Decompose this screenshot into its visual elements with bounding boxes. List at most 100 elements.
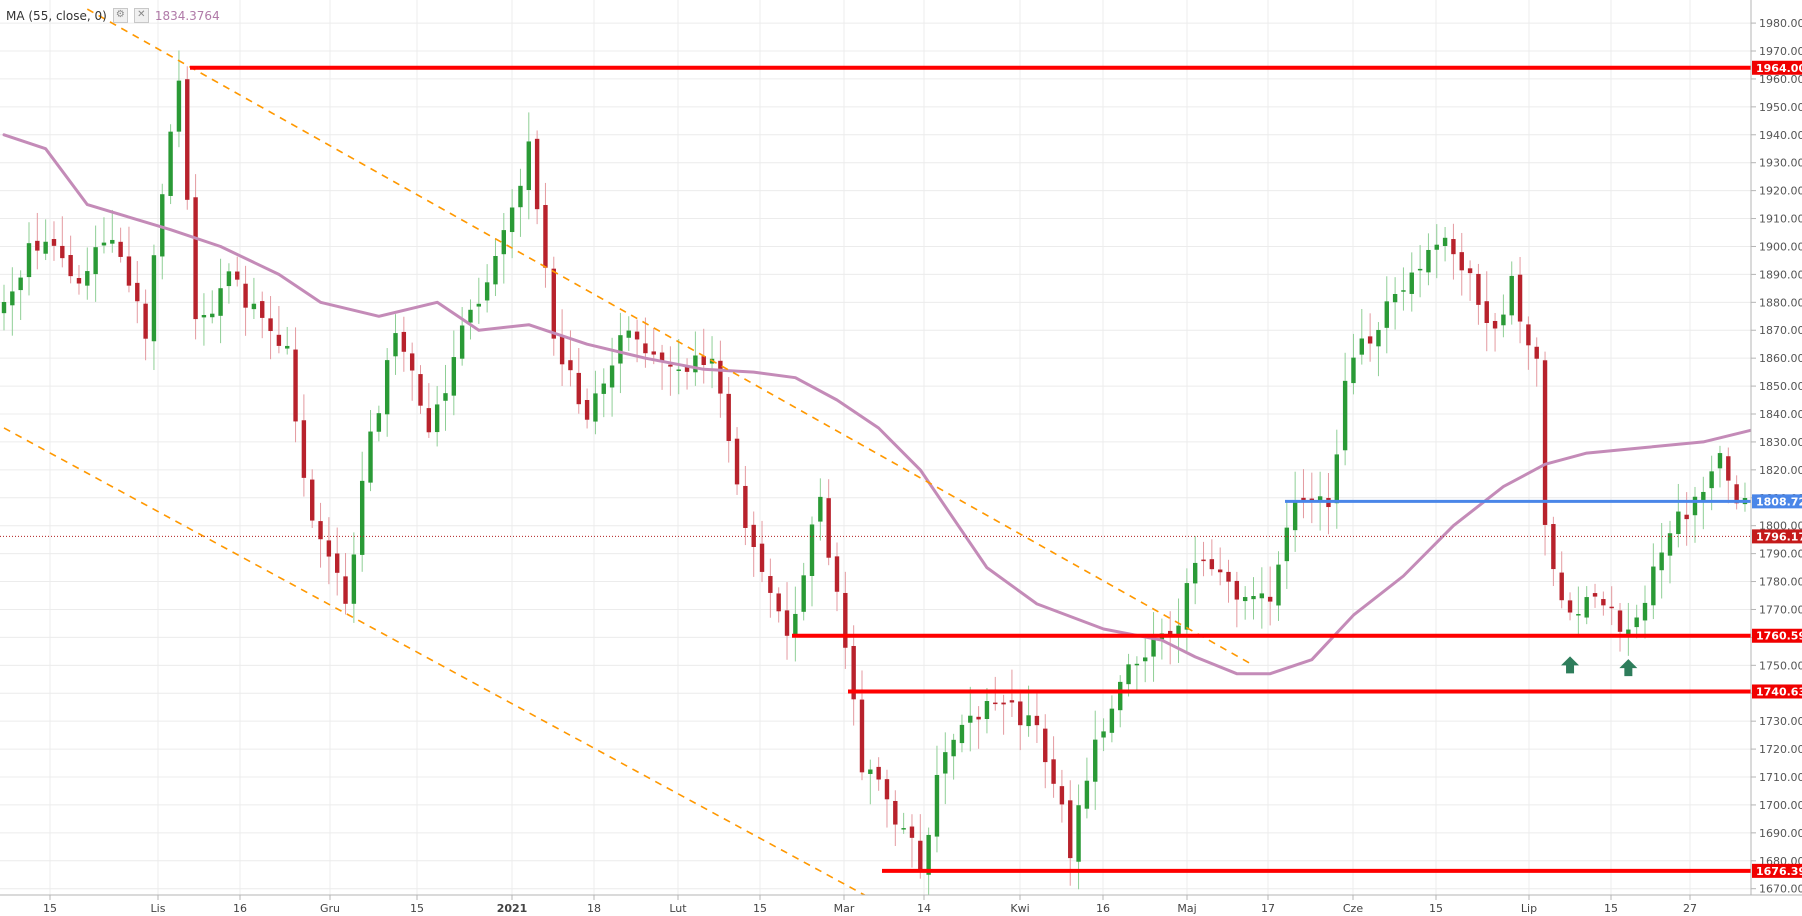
candle-up xyxy=(434,404,440,433)
time-tick-label: Kwi xyxy=(1010,902,1029,915)
candle-down xyxy=(1567,600,1573,613)
indicator-label: MA (55, close, 0) xyxy=(6,8,107,23)
up-arrow-marker xyxy=(1561,656,1580,674)
candle-up xyxy=(526,141,531,190)
level-label-bg xyxy=(1752,494,1802,509)
candle-up xyxy=(1401,290,1406,292)
candle-up xyxy=(868,769,873,774)
candle-up xyxy=(210,313,215,318)
price-tick-label: 1880.00 xyxy=(1759,296,1802,309)
time-tick-label: 16 xyxy=(1096,902,1110,915)
candle-up xyxy=(26,243,32,278)
candle-down xyxy=(1309,498,1315,501)
candle-up xyxy=(1109,708,1115,733)
candle-down xyxy=(310,479,315,521)
candle-down xyxy=(1217,569,1223,573)
candle-up xyxy=(1434,244,1439,250)
price-tick-label: 1860.00 xyxy=(1759,352,1802,365)
candle-down xyxy=(684,366,690,372)
candle-up xyxy=(384,360,390,415)
candle-up xyxy=(476,303,482,307)
candle-up xyxy=(1584,597,1589,618)
level-label-bg xyxy=(1752,863,1802,878)
candle-down xyxy=(909,826,915,838)
candle-up xyxy=(1692,496,1698,516)
candle-up xyxy=(809,524,815,576)
close-icon[interactable]: ✕ xyxy=(133,8,149,23)
price-tick-label: 1710.00 xyxy=(1759,771,1802,784)
candle-up xyxy=(1126,664,1131,685)
candle-up xyxy=(1717,453,1723,469)
candle-down xyxy=(1476,273,1481,305)
candle-down xyxy=(1043,728,1048,763)
candle-up xyxy=(1101,731,1106,738)
candle-up xyxy=(1376,329,1381,347)
candle-down xyxy=(1734,484,1739,504)
price-tick-label: 1780.00 xyxy=(1759,576,1802,589)
candle-up xyxy=(1076,805,1081,862)
candle-down xyxy=(1484,301,1489,323)
candle-down xyxy=(51,239,57,246)
candle-down xyxy=(318,521,323,540)
candle-down xyxy=(326,540,332,557)
candle-down xyxy=(826,498,831,558)
candle-up xyxy=(1317,496,1323,501)
gear-icon[interactable]: ⚙ xyxy=(112,8,128,23)
candle-down xyxy=(1209,559,1215,570)
candle-down xyxy=(543,205,548,268)
level-label-bg xyxy=(1752,684,1802,699)
candle-down xyxy=(1534,346,1539,359)
candle-up xyxy=(601,383,606,394)
candle-up xyxy=(901,828,906,830)
price-tick-label: 1690.00 xyxy=(1759,827,1802,840)
candle-down xyxy=(1609,606,1614,609)
candle-down xyxy=(993,702,998,705)
candle-up xyxy=(593,393,598,422)
candle-up xyxy=(793,613,798,638)
time-tick-label: 18 xyxy=(587,902,601,915)
candle-up xyxy=(251,303,257,310)
candle-down xyxy=(634,331,640,340)
candle-down xyxy=(1018,701,1023,726)
candle-down xyxy=(135,282,140,302)
price-tick-label: 1770.00 xyxy=(1759,603,1802,616)
candle-up xyxy=(1642,602,1648,621)
candle-down xyxy=(768,576,773,593)
candle-down xyxy=(784,610,790,636)
candle-down xyxy=(701,356,706,366)
candle-up xyxy=(1426,249,1431,273)
candle-up xyxy=(1026,715,1031,727)
candle-down xyxy=(834,556,840,592)
candle-down xyxy=(1684,514,1689,520)
level-label: 1964.00 xyxy=(1756,62,1802,75)
candle-up xyxy=(168,131,173,196)
candle-down xyxy=(843,592,848,648)
candle-down xyxy=(1542,360,1548,525)
time-tick-label: Cze xyxy=(1343,902,1363,915)
candle-up xyxy=(1192,562,1198,584)
candle-down xyxy=(976,716,981,720)
candle-up xyxy=(451,357,457,396)
candle-up xyxy=(1509,275,1514,316)
level-label: 1740.63 xyxy=(1756,685,1802,698)
price-tick-label: 1920.00 xyxy=(1759,185,1802,198)
price-tick-label: 1890.00 xyxy=(1759,268,1802,281)
candle-down xyxy=(893,800,898,825)
level-label: 1808.72 xyxy=(1756,495,1802,508)
candle-up xyxy=(1417,268,1423,271)
candle-up xyxy=(1118,681,1123,711)
candle-up xyxy=(1576,614,1581,616)
candle-up xyxy=(1442,237,1448,247)
candle-down xyxy=(1001,702,1006,705)
indicator-legend: MA (55, close, 0) ⚙ ✕ 1834.3764 xyxy=(6,8,220,23)
candle-down xyxy=(1726,456,1731,481)
time-tick-label: Maj xyxy=(1177,902,1196,915)
candle-up xyxy=(93,247,98,275)
candle-up xyxy=(176,80,182,132)
price-tick-label: 1910.00 xyxy=(1759,213,1802,226)
level-label-bg xyxy=(1752,628,1802,643)
candle-up xyxy=(376,413,382,432)
candle-down xyxy=(1592,593,1598,597)
